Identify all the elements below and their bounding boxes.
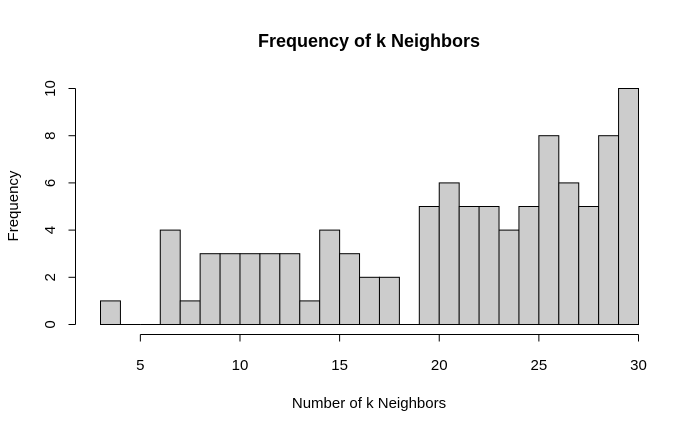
histogram-bar-22-23 <box>478 206 500 325</box>
histogram-bar-9-10 <box>219 253 241 325</box>
x-axis-ticks: 5 10 15 20 25 30 <box>136 334 647 374</box>
x-tick-label: 30 <box>630 357 647 374</box>
histogram-bar-8-9 <box>199 253 221 325</box>
histogram-bar-26-27 <box>558 182 580 325</box>
histogram-bar-7-8 <box>179 300 201 325</box>
histogram-bars <box>100 88 640 326</box>
y-tick-label: 2 <box>42 273 59 281</box>
x-tick-label: 10 <box>232 357 249 374</box>
y-tick-label: 8 <box>42 132 59 140</box>
histogram-bar-20-21 <box>438 182 460 325</box>
histogram-bar-11-12 <box>259 253 281 325</box>
histogram-bar-28-29 <box>598 135 620 325</box>
histogram-bar-14-15 <box>319 229 341 326</box>
x-tick-label: 25 <box>531 357 548 374</box>
y-axis-label: Frequency <box>5 170 22 241</box>
chart-title: Frequency of k Neighbors <box>258 31 480 51</box>
histogram-bar-13-14 <box>299 300 321 325</box>
histogram-bar-3-4 <box>100 300 121 325</box>
histogram-bar-23-24 <box>498 229 520 326</box>
histogram-bar-17-18 <box>378 276 400 325</box>
histogram-bar-10-11 <box>239 253 261 325</box>
y-axis-ticks: 0 2 4 6 8 10 <box>42 80 76 329</box>
histogram-bar-24-25 <box>518 206 540 325</box>
x-tick-label: 15 <box>331 357 348 374</box>
histogram-bar-21-22 <box>458 206 480 325</box>
histogram-bar-29-30 <box>618 88 640 325</box>
y-tick-label: 10 <box>42 80 59 97</box>
y-tick-label: 6 <box>42 179 59 187</box>
x-axis-label: Number of k Neighbors <box>292 395 446 412</box>
y-tick-label: 4 <box>42 226 59 234</box>
histogram-bar-27-28 <box>578 206 600 325</box>
histogram-bar-25-26 <box>538 135 560 325</box>
histogram-bar-6-7 <box>159 229 181 326</box>
histogram-bar-12-13 <box>279 253 301 325</box>
histogram-bar-19-20 <box>418 206 440 325</box>
x-tick-label: 5 <box>136 357 144 374</box>
x-tick-label: 20 <box>431 357 448 374</box>
histogram-bar-15-16 <box>339 253 361 325</box>
histogram-bar-16-17 <box>359 276 380 325</box>
y-tick-label: 0 <box>42 320 59 328</box>
